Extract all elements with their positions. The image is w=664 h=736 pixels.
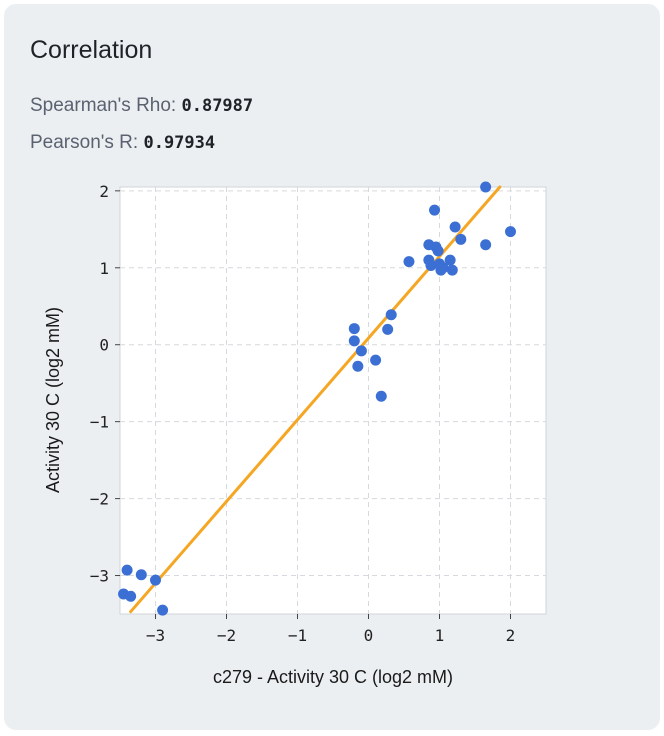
x-axis-label: c279 - Activity 30 C (log2 mM) [213,667,453,687]
data-points [118,181,516,616]
data-point [385,309,397,321]
data-point [437,262,449,274]
x-tick-label: 1 [435,626,445,645]
data-point [382,323,394,335]
data-point [352,360,364,372]
data-point [403,256,415,268]
data-point [370,354,382,366]
data-point [157,604,169,616]
y-tick-label: −2 [90,490,109,509]
y-axis-label: Activity 30 C (log2 mM) [43,307,63,493]
data-point [121,564,133,576]
x-tick-label: −3 [146,626,165,645]
data-point [135,569,147,581]
grid-lines [120,187,546,614]
pearson-value: 0.97934 [143,133,216,153]
spearman-stat: Spearman's Rho: 0.87987 [30,95,253,117]
y-tick-label: 1 [99,259,109,278]
pearson-stat: Pearson's R: 0.97934 [30,132,215,154]
data-point [425,259,437,271]
fit-line [129,185,502,614]
pearson-label: Pearson's R: [30,132,139,153]
y-tick-label: 2 [99,182,109,201]
data-point [449,221,461,233]
data-point [355,345,367,357]
data-point [480,181,492,193]
data-point [348,335,360,347]
data-point [446,264,458,276]
x-tick-label: −2 [217,626,236,645]
fit-line-group [129,185,502,614]
axis-ticks: −3 −2 −1 0 1 2 −3 −2 −1 0 1 2 [90,182,516,645]
data-point [125,590,137,602]
x-tick-label: −1 [288,626,307,645]
data-point [375,390,387,402]
y-tick-label: −3 [90,567,109,586]
y-tick-label: 0 [99,336,109,355]
data-point [480,239,492,251]
data-point [150,574,161,586]
data-point [348,323,360,335]
card-title: Correlation [30,36,153,64]
data-point [444,254,456,266]
data-point [429,204,441,216]
y-tick-label: −1 [90,413,109,432]
spearman-label: Spearman's Rho: [30,95,177,116]
spearman-value: 0.87987 [181,96,254,116]
x-tick-label: 2 [506,626,516,645]
data-point [432,245,444,257]
data-point [455,233,467,245]
data-point [505,226,516,238]
x-tick-label: 0 [364,626,374,645]
